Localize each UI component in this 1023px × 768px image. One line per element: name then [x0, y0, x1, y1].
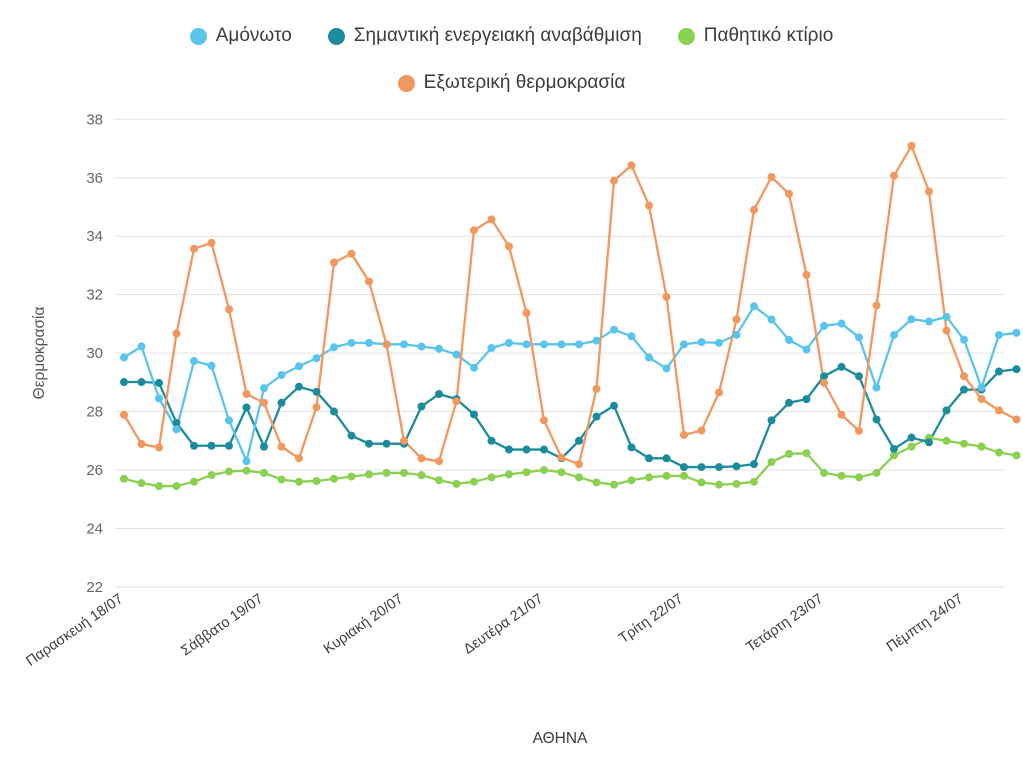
- svg-text:28: 28: [86, 404, 103, 421]
- svg-text:Τρίτη 22/07: Τρίτη 22/07: [616, 591, 686, 647]
- svg-text:38: 38: [86, 111, 103, 128]
- svg-text:Παρασκευή 18/07: Παρασκευή 18/07: [23, 591, 126, 670]
- svg-text:Πέμπτη 24/07: Πέμπτη 24/07: [884, 591, 966, 655]
- svg-text:Δευτέρα 21/07: Δευτέρα 21/07: [461, 591, 547, 658]
- svg-text:Κυριακή 20/07: Κυριακή 20/07: [321, 591, 406, 658]
- svg-text:36: 36: [86, 170, 103, 187]
- svg-text:22: 22: [86, 579, 103, 596]
- svg-text:Σάββατο 19/07: Σάββατο 19/07: [178, 591, 266, 659]
- svg-text:26: 26: [86, 462, 103, 479]
- svg-text:24: 24: [86, 520, 103, 537]
- svg-text:32: 32: [86, 287, 103, 304]
- svg-text:34: 34: [86, 228, 103, 245]
- svg-text:30: 30: [86, 345, 103, 362]
- svg-text:Τετάρτη 23/07: Τετάρτη 23/07: [744, 591, 827, 656]
